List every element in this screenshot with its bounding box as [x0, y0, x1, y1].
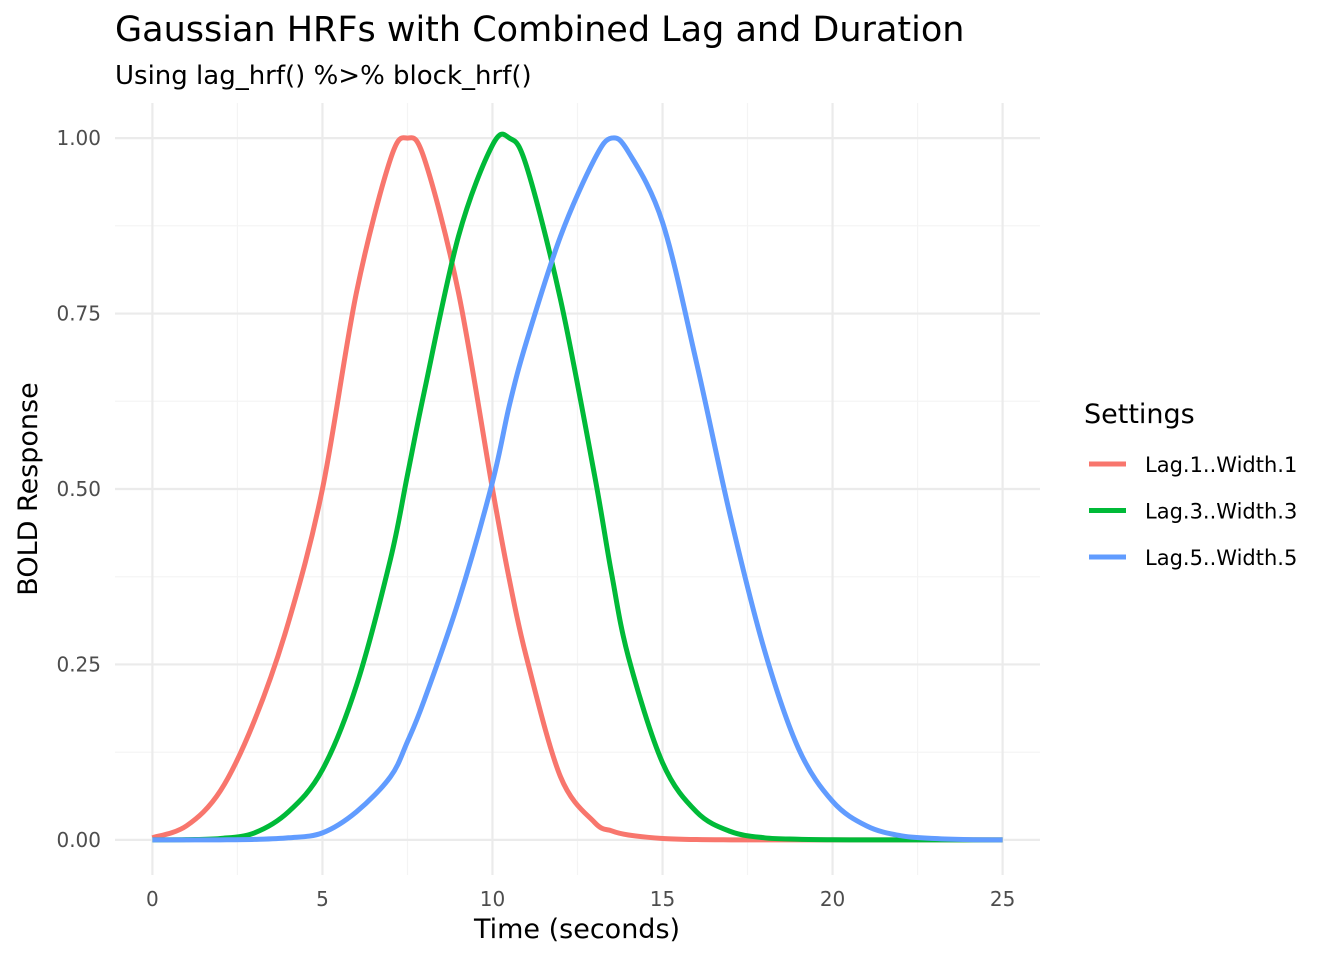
x-tick-label: 5 — [316, 887, 329, 911]
x-axis-ticks: 0 5 10 15 20 25 — [146, 887, 1015, 911]
legend-title: Settings — [1084, 399, 1195, 430]
legend-label-lag-3-width-3: Lag.3..Width.3 — [1145, 500, 1297, 524]
x-tick-label: 20 — [820, 887, 845, 911]
x-tick-label: 10 — [480, 887, 505, 911]
legend-items: Lag.1..Width.1 Lag.3..Width.3 Lag.5..Width… — [1089, 453, 1297, 570]
y-tick-label: 0.00 — [56, 828, 101, 852]
chart-subtitle: Using lag_hrf() %>% block_hrf() — [115, 61, 532, 91]
series-lines — [151, 131, 1003, 843]
y-tick-label: 0.50 — [56, 477, 101, 501]
legend-label-lag-5-width-5: Lag.5..Width.5 — [1145, 546, 1297, 570]
y-tick-label: 1.00 — [56, 126, 101, 150]
chart-title: Gaussian HRFs with Combined Lag and Dura… — [115, 10, 964, 50]
legend: Settings Lag.1..Width.1Lag.3..Width.3Lag… — [1084, 399, 1297, 570]
major-gridlines — [115, 103, 1040, 875]
series-line-lag-5-width-5 — [152, 135, 1003, 843]
x-tick-label: 15 — [650, 887, 675, 911]
y-tick-label: 0.25 — [56, 652, 101, 676]
y-axis-title: BOLD Response — [13, 382, 44, 595]
y-axis-ticks: 0.00 0.25 0.50 0.75 1.00 — [56, 126, 101, 852]
legend-label-lag-1-width-1: Lag.1..Width.1 — [1145, 453, 1297, 477]
x-axis-title: Time (seconds) — [473, 914, 680, 945]
x-tick-label: 25 — [990, 887, 1015, 911]
y-tick-label: 0.75 — [56, 302, 101, 326]
x-tick-label: 0 — [146, 887, 159, 911]
